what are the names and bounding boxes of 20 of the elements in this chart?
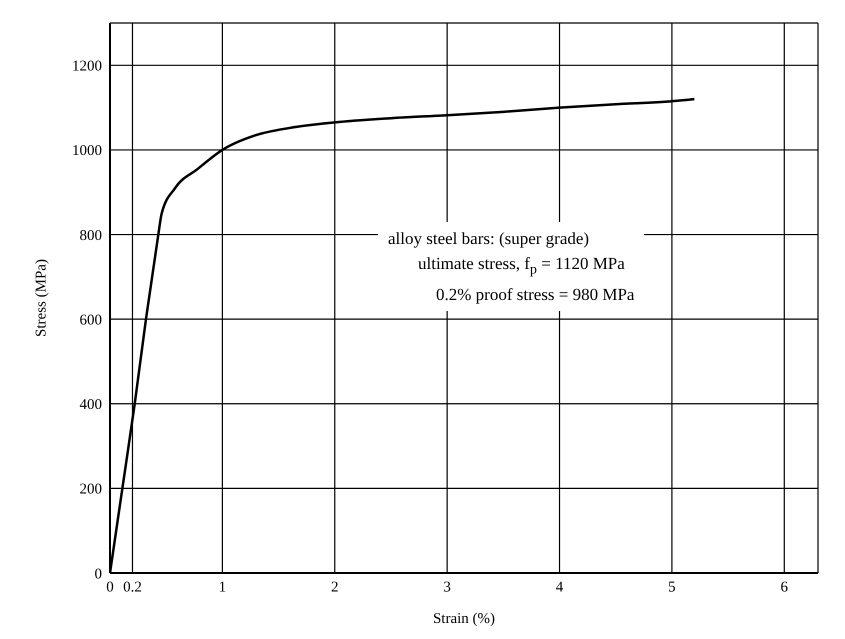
y-tick-label: 800 <box>80 228 102 244</box>
y-tick-label: 400 <box>80 397 102 414</box>
x-tick-label: 6 <box>780 580 789 596</box>
y-tick-label: 0 <box>94 566 102 582</box>
x-tick-label: 0 <box>106 580 114 596</box>
annotation: ultimate stress, f$_{p}$ = 1120 MPa <box>417 253 626 280</box>
x-axis-title: Strain (%) <box>432 611 496 627</box>
x-tick-label: 2 <box>331 580 339 596</box>
y-tick-label: 1000 <box>72 143 102 160</box>
x-tick-label: 3 <box>443 580 451 596</box>
y-axis-title: Stress (MPa) <box>33 259 50 337</box>
x-tick-label: 0.2 <box>123 580 142 596</box>
annotation: 0.2% proof stress = 980 MPa <box>435 284 634 306</box>
x-tick-label: 5 <box>668 580 676 596</box>
x-tick-label: 4 <box>556 580 564 596</box>
annotation: alloy steel bars: (super grade) <box>388 228 590 250</box>
y-tick-label: 200 <box>80 482 102 498</box>
y-tick-label: 600 <box>80 312 102 328</box>
x-tick-label: 1 <box>218 580 226 596</box>
y-tick-label: 1200 <box>72 58 102 75</box>
